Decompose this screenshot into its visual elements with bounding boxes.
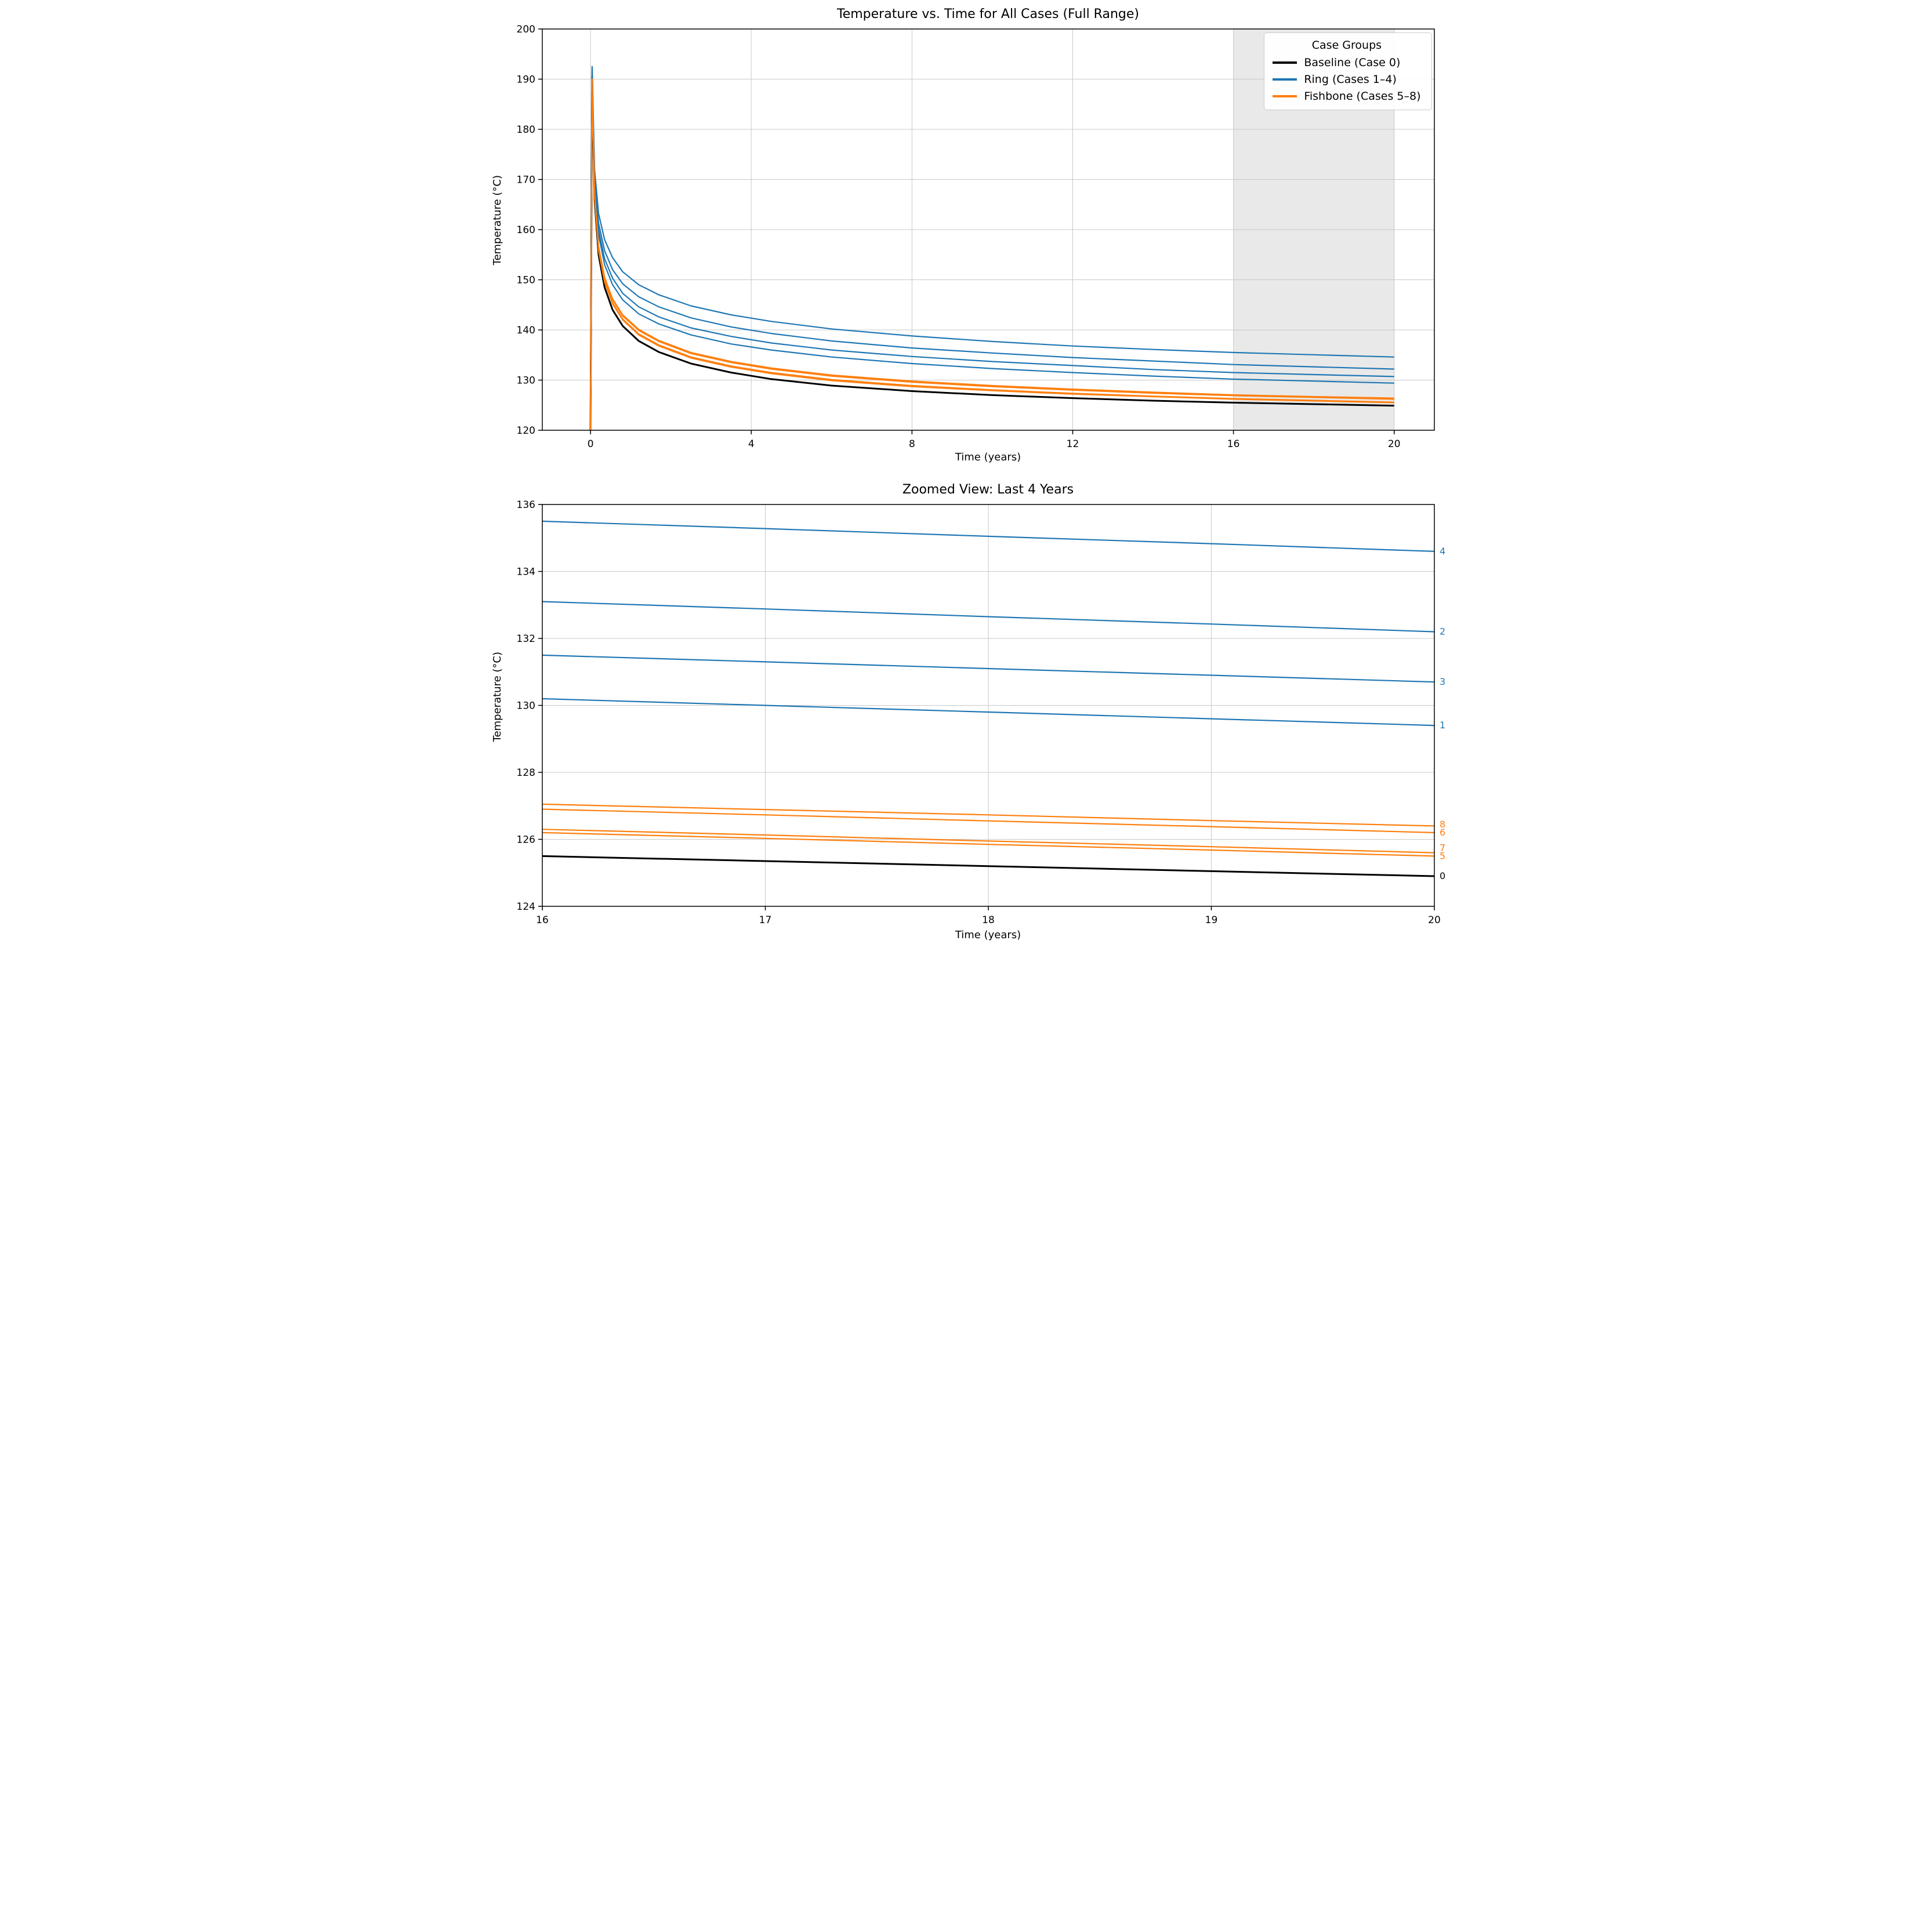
svg-text:132: 132 xyxy=(516,633,535,645)
svg-text:12: 12 xyxy=(1066,438,1079,450)
svg-text:3: 3 xyxy=(1440,676,1445,687)
svg-text:170: 170 xyxy=(516,175,535,186)
svg-text:19: 19 xyxy=(1205,914,1217,926)
legend-label-ring: Ring (Cases 1–4) xyxy=(1304,73,1397,86)
svg-text:18: 18 xyxy=(982,914,995,926)
svg-text:7: 7 xyxy=(1440,842,1445,853)
chart-full-range-ylabel: Temperature (°C) xyxy=(491,175,503,266)
svg-text:8: 8 xyxy=(1440,819,1445,830)
svg-text:126: 126 xyxy=(516,834,535,846)
svg-text:6: 6 xyxy=(1440,827,1445,838)
legend-entry-fishbone: Fishbone (Cases 5–8) xyxy=(1273,90,1421,103)
svg-text:124: 124 xyxy=(516,901,535,913)
legend-swatch-ring-line-icon xyxy=(1273,78,1297,81)
svg-text:1: 1 xyxy=(1440,720,1445,731)
legend-label-fishbone: Fishbone (Cases 5–8) xyxy=(1304,90,1421,103)
chart-zoomed-title: Zoomed View: Last 4 Years xyxy=(902,482,1074,497)
svg-text:128: 128 xyxy=(516,767,535,779)
svg-text:4: 4 xyxy=(1440,546,1445,557)
svg-text:16: 16 xyxy=(536,914,549,926)
svg-text:0: 0 xyxy=(1440,870,1445,881)
svg-text:4: 4 xyxy=(748,438,754,450)
svg-text:20: 20 xyxy=(1387,438,1400,450)
svg-text:130: 130 xyxy=(516,700,535,712)
chart-zoomed-xlabel: Time (years) xyxy=(955,929,1021,941)
svg-text:8: 8 xyxy=(908,438,915,450)
svg-text:180: 180 xyxy=(516,124,535,136)
svg-text:200: 200 xyxy=(516,24,535,35)
chart-full-range: 0 4 8 12 16 20 120 130 140 150 160 170 180 190 200 Tem… xyxy=(483,0,1449,474)
legend-entry-ring: Ring (Cases 1–4) xyxy=(1273,73,1420,86)
svg-text:134: 134 xyxy=(516,567,535,578)
svg-text:130: 130 xyxy=(516,375,535,387)
svg-text:16: 16 xyxy=(1227,438,1239,450)
svg-text:150: 150 xyxy=(516,275,535,286)
svg-text:0: 0 xyxy=(587,438,593,450)
legend: Case Groups Baseline (Case 0) Ring (Case… xyxy=(1264,32,1432,110)
svg-text:20: 20 xyxy=(1428,914,1441,926)
legend-swatch-fishbone-line-icon xyxy=(1273,95,1297,97)
svg-text:160: 160 xyxy=(516,224,535,236)
legend-label-baseline: Baseline (Case 0) xyxy=(1304,56,1401,69)
svg-text:140: 140 xyxy=(516,325,535,336)
chart-full-range-xlabel: Time (years) xyxy=(955,451,1021,463)
legend-title: Case Groups xyxy=(1311,39,1382,52)
legend-entry-baseline: Baseline (Case 0) xyxy=(1273,56,1420,69)
chart-full-range-title: Temperature vs. Time for All Cases (Full… xyxy=(837,7,1139,21)
svg-text:190: 190 xyxy=(516,74,535,86)
svg-text:120: 120 xyxy=(516,425,535,437)
chart-zoomed: 16 17 18 19 20 124 126 128 130 132 134 136 0 5 7 6 8 1 3 2 4… xyxy=(483,474,1449,960)
legend-swatch-baseline-line-icon xyxy=(1273,61,1297,64)
svg-text:5: 5 xyxy=(1440,850,1445,861)
svg-text:2: 2 xyxy=(1440,626,1445,637)
svg-text:17: 17 xyxy=(759,914,771,926)
chart-zoomed-ylabel: Temperature (°C) xyxy=(491,652,503,742)
figure: 0 4 8 12 16 20 120 130 140 150 160 170 180 190 200 Tem… xyxy=(483,0,1449,960)
svg-text:136: 136 xyxy=(516,499,535,511)
